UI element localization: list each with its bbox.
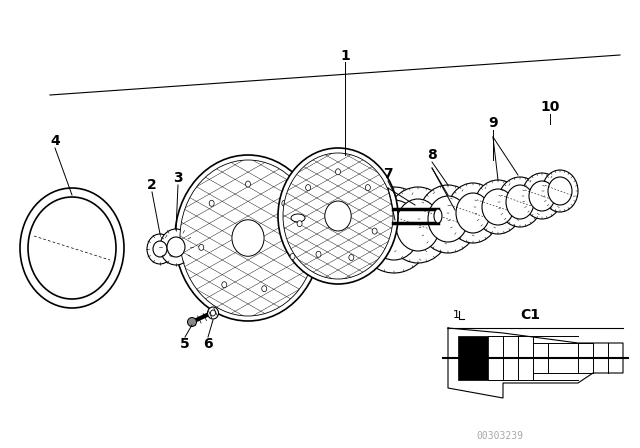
Ellipse shape [349, 254, 354, 261]
Ellipse shape [160, 229, 192, 265]
Ellipse shape [180, 160, 316, 316]
Ellipse shape [418, 185, 478, 253]
Ellipse shape [368, 200, 420, 260]
Text: 00303239: 00303239 [477, 431, 524, 441]
Ellipse shape [278, 148, 398, 284]
Ellipse shape [356, 187, 432, 273]
Text: 10: 10 [540, 100, 560, 114]
Text: 9: 9 [488, 116, 498, 130]
Ellipse shape [153, 241, 167, 257]
Ellipse shape [20, 188, 124, 308]
Ellipse shape [316, 251, 321, 257]
Ellipse shape [434, 209, 442, 223]
Text: 2: 2 [147, 178, 157, 192]
Ellipse shape [283, 153, 393, 279]
Ellipse shape [522, 173, 562, 219]
Ellipse shape [246, 181, 250, 187]
Ellipse shape [199, 244, 204, 250]
Text: 8: 8 [427, 148, 437, 162]
Ellipse shape [290, 254, 295, 259]
Text: 3: 3 [173, 171, 183, 185]
Ellipse shape [474, 180, 522, 234]
Ellipse shape [297, 221, 302, 227]
Ellipse shape [385, 187, 451, 263]
Ellipse shape [291, 214, 305, 222]
Ellipse shape [209, 200, 214, 207]
Text: 1: 1 [340, 49, 350, 63]
Ellipse shape [211, 310, 216, 316]
Text: 4: 4 [50, 134, 60, 148]
Ellipse shape [548, 177, 572, 205]
Ellipse shape [372, 228, 377, 234]
Ellipse shape [167, 237, 185, 257]
Ellipse shape [542, 170, 578, 212]
Ellipse shape [456, 193, 490, 233]
Ellipse shape [325, 201, 351, 231]
Text: 6: 6 [203, 337, 213, 351]
Ellipse shape [147, 234, 173, 264]
Ellipse shape [447, 183, 499, 243]
Text: 1: 1 [452, 310, 460, 320]
Ellipse shape [207, 307, 218, 319]
Ellipse shape [529, 181, 555, 211]
Text: 7: 7 [383, 167, 393, 181]
Ellipse shape [28, 197, 116, 299]
Ellipse shape [188, 318, 196, 327]
Ellipse shape [335, 169, 340, 175]
Ellipse shape [396, 199, 440, 251]
Text: C1: C1 [520, 308, 540, 322]
Ellipse shape [365, 185, 371, 190]
Polygon shape [458, 336, 488, 380]
Ellipse shape [428, 196, 468, 242]
Ellipse shape [262, 286, 267, 292]
Ellipse shape [482, 189, 514, 225]
Ellipse shape [306, 185, 310, 190]
Text: 5: 5 [180, 337, 190, 351]
Ellipse shape [232, 220, 264, 256]
Ellipse shape [222, 282, 227, 288]
Ellipse shape [175, 155, 321, 321]
Ellipse shape [282, 200, 287, 207]
Ellipse shape [506, 185, 534, 219]
Ellipse shape [498, 177, 542, 227]
